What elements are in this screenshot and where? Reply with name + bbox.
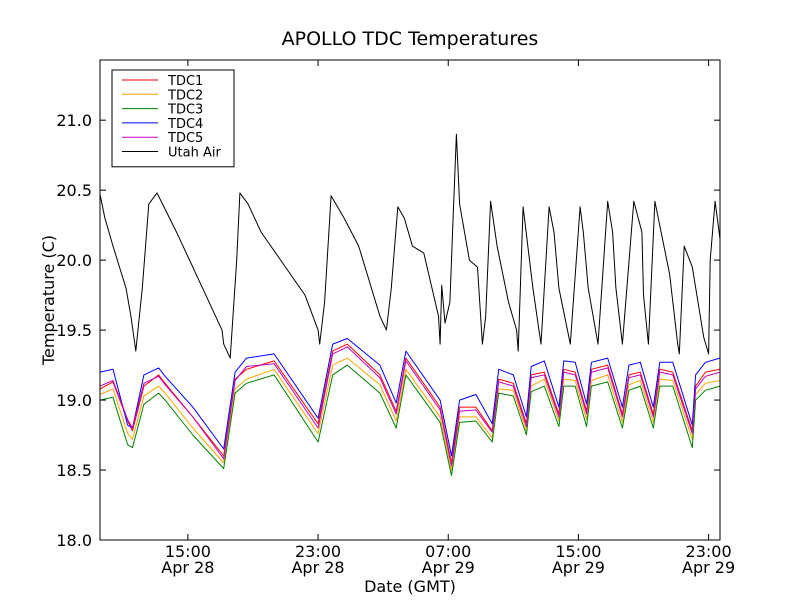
x-tick-time-label: 07:00 [425,542,471,561]
y-tick-label: 19.0 [56,391,92,410]
y-tick-label: 19.5 [56,321,92,340]
x-tick-date-label: Apr 28 [291,558,344,577]
legend-label-tdc4: TDC4 [167,117,203,132]
series-line-tdc5 [99,346,721,467]
series-line-tdc4 [99,338,721,457]
legend-label-tdc5: TDC5 [167,131,203,146]
y-tick-label: 20.0 [56,251,92,270]
series-line-tdc3 [99,364,721,477]
legend-label-tdc2: TDC2 [167,88,203,103]
legend-label-tdc3: TDC3 [167,103,203,118]
y-axis: 18.0 18.5 19.0 19.5 20.0 20.5 21.0 [56,111,720,550]
plot-area [99,133,721,477]
y-axis-title: Temperature (C) [39,235,58,366]
x-tick-date-label: Apr 28 [161,558,214,577]
legend-label-utah-air: Utah Air [168,146,221,161]
plot-frame [99,59,721,541]
legend-label-tdc1: TDC1 [167,74,203,89]
x-tick-time-label: 23:00 [295,542,341,561]
x-tick-date-label: Apr 29 [552,558,605,577]
x-tick-date-label: Apr 29 [422,558,475,577]
x-tick-time-label: 23:00 [686,542,732,561]
legend-box [111,69,235,168]
x-tick-time-label: 15:00 [165,542,211,561]
y-tick-label: 18.5 [56,461,92,480]
y-tick-label: 21.0 [56,111,92,130]
y-tick-label: 20.5 [56,181,92,200]
x-tick-date-label: Apr 29 [682,558,735,577]
chart-title: APOLLO TDC Temperatures [282,28,539,50]
x-axis-title: Date (GMT) [364,577,456,596]
series-line-utah-air [99,133,721,359]
series-line-tdc2 [99,357,721,471]
y-tick-label: 18.0 [56,531,92,550]
x-tick-time-label: 15:00 [555,542,601,561]
